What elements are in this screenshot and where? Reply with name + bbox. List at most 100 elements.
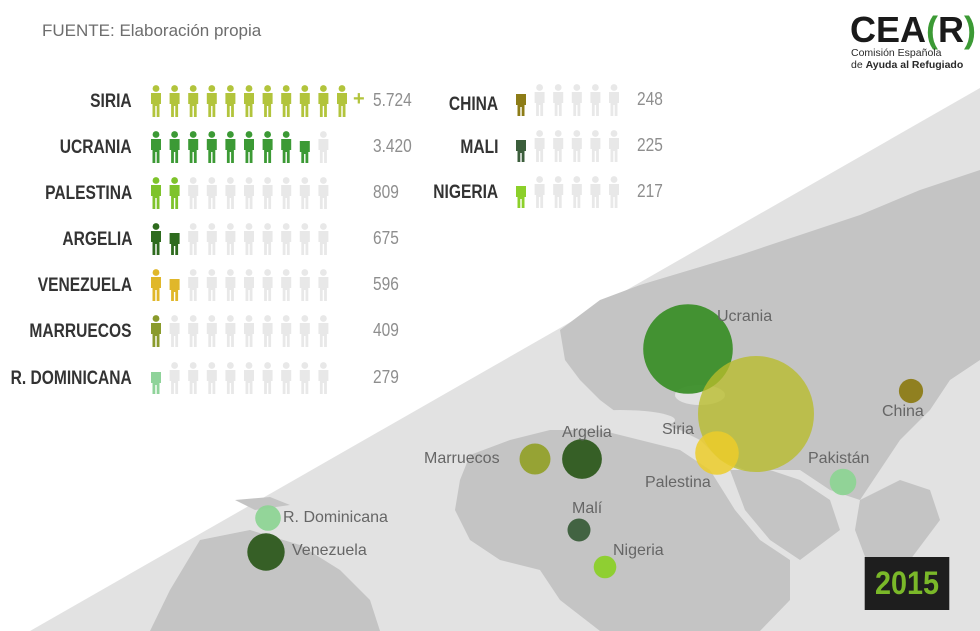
person-icon-siria-11	[337, 85, 347, 117]
logo-paren-open: (	[926, 9, 939, 50]
map-label-pakistan: Pakistán	[808, 450, 870, 467]
person-icon-venezuela-2	[169, 279, 180, 301]
person-icon-r-dominicana-1	[151, 372, 161, 394]
value-label-china: 248	[637, 89, 663, 109]
person-icon-siria-10	[318, 85, 329, 117]
person-icon-china-3	[553, 84, 564, 116]
person-icon-mali-1	[516, 140, 526, 162]
value-label-palestina: 809	[373, 182, 399, 202]
person-icon-ucrania-10	[318, 131, 329, 163]
person-icon-r-dominicana-10	[318, 362, 329, 394]
person-icon-r-dominicana-3	[188, 362, 199, 394]
bubble-palestina	[695, 431, 739, 475]
person-icon-venezuela-9	[299, 269, 310, 301]
map-label-argelia: Argelia	[562, 424, 612, 441]
person-icon-argelia-1	[151, 223, 161, 255]
bubble-china	[898, 378, 924, 404]
person-icon-venezuela-1	[151, 269, 161, 301]
person-icon-r-dominicana-5	[225, 362, 236, 394]
person-icon-siria-8	[281, 85, 292, 117]
country-label-venezuela: VENEZUELA	[37, 275, 132, 296]
person-icon-r-dominicana-4	[206, 362, 217, 394]
map-label-nigeria: Nigeria	[613, 542, 664, 559]
person-icon-ucrania-5	[225, 131, 236, 163]
person-icon-argelia-2	[169, 233, 180, 255]
person-icon-venezuela-10	[318, 269, 329, 301]
person-icon-argelia-8	[281, 223, 292, 255]
value-label-marruecos: 409	[373, 320, 399, 340]
country-label-argelia: ARGELIA	[61, 229, 132, 250]
person-icon-china-2	[534, 84, 545, 116]
country-label-siria: SIRIA	[90, 91, 132, 112]
country-label-marruecos: MARRUECOS	[29, 321, 132, 342]
person-icon-palestina-9	[299, 177, 310, 209]
person-icon-palestina-10	[318, 177, 329, 209]
bubble-pakist-n	[829, 468, 857, 496]
country-label-nigeria: NIGERIA	[433, 182, 498, 203]
logo-letter-r: R	[938, 9, 965, 50]
person-icon-argelia-7	[262, 223, 273, 255]
country-label-r-dominicana: R. DOMINICANA	[10, 368, 132, 389]
person-icon-nigeria-2	[534, 176, 545, 208]
value-label-venezuela: 596	[373, 274, 399, 294]
person-icon-venezuela-6	[244, 269, 254, 301]
person-icon-argelia-10	[318, 223, 329, 255]
logo-subtitle-bold: Ayuda al Refugiado	[865, 59, 964, 71]
person-icon-siria-6	[244, 85, 254, 117]
person-icon-argelia-9	[299, 223, 310, 255]
person-icon-palestina-4	[206, 177, 217, 209]
logo-paren-close: )	[964, 9, 977, 50]
person-icon-marruecos-2	[169, 315, 180, 347]
map-label-mali: Malí	[572, 500, 603, 517]
country-label-china: CHINA	[448, 94, 498, 115]
logo-subtitle-prefix: de	[851, 59, 866, 71]
bubble-ucrania	[643, 304, 733, 394]
person-icon-siria-2	[169, 85, 180, 117]
map-label-marruecos: Marruecos	[424, 450, 500, 467]
value-label-mali: 225	[637, 135, 663, 155]
person-icon-argelia-3	[188, 223, 199, 255]
person-icon-nigeria-1	[516, 186, 526, 208]
person-icon-ucrania-9	[299, 141, 310, 163]
bubble-marruecos	[519, 443, 551, 475]
value-label-nigeria: 217	[637, 181, 663, 201]
pictogram-chart	[151, 84, 619, 394]
person-icon-ucrania-6	[244, 131, 254, 163]
person-icon-mali-4	[571, 130, 582, 162]
value-label-r-dominicana: 279	[373, 367, 399, 387]
person-icon-china-5	[590, 84, 601, 116]
person-icon-nigeria-3	[553, 176, 564, 208]
person-icon-venezuela-8	[281, 269, 292, 301]
person-icon-venezuela-4	[206, 269, 217, 301]
bubble-venezuela	[247, 533, 285, 571]
person-icon-r-dominicana-8	[281, 362, 292, 394]
person-icon-palestina-3	[188, 177, 199, 209]
person-icon-palestina-1	[151, 177, 161, 209]
person-icon-mali-6	[609, 130, 619, 162]
bubble-argelia	[562, 439, 602, 479]
person-icon-marruecos-10	[318, 315, 329, 347]
person-icon-marruecos-7	[262, 315, 273, 347]
person-icon-palestina-5	[225, 177, 236, 209]
person-icon-nigeria-4	[571, 176, 582, 208]
map-label-siria: Siria	[662, 421, 695, 438]
person-icon-china-6	[609, 84, 619, 116]
person-icon-mali-2	[534, 130, 545, 162]
person-icon-marruecos-6	[244, 315, 254, 347]
person-icon-siria-5	[225, 85, 236, 117]
overflow-plus-siria: +	[353, 88, 365, 110]
country-label-mali: MALI	[459, 137, 498, 158]
person-icon-palestina-8	[281, 177, 292, 209]
bubble-r-dominicana	[255, 505, 281, 531]
person-icon-marruecos-3	[188, 315, 199, 347]
person-icon-venezuela-7	[262, 269, 273, 301]
person-icon-siria-4	[206, 85, 217, 117]
map-label-china: China	[882, 403, 924, 420]
person-icon-argelia-6	[244, 223, 254, 255]
person-icon-palestina-7	[262, 177, 273, 209]
person-icon-marruecos-1	[151, 315, 161, 347]
person-icon-ucrania-2	[169, 131, 180, 163]
person-icon-marruecos-9	[299, 315, 310, 347]
